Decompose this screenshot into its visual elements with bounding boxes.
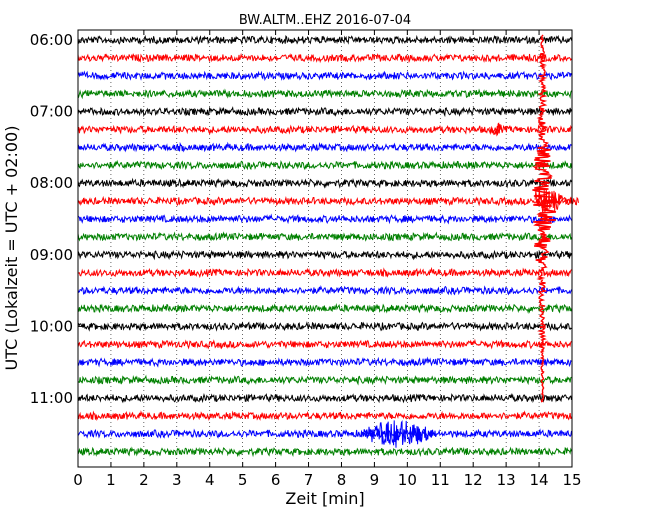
x-tick-label: 6 xyxy=(271,471,281,489)
seismogram-trace xyxy=(77,70,572,82)
x-tick-label: 8 xyxy=(337,471,347,489)
seismogram-trace xyxy=(77,356,572,368)
y-axis-ticks: 06:00 07:00 08:00 09:00 10:00 11:00 xyxy=(30,31,83,407)
y-tick-label: 08:00 xyxy=(30,174,73,192)
y-tick-label: 11:00 xyxy=(30,389,73,407)
seismogram-trace xyxy=(77,266,572,279)
x-tick-label: 14 xyxy=(530,471,549,489)
event-group xyxy=(360,34,579,448)
seismogram-trace xyxy=(77,321,572,332)
seismogram-trace xyxy=(77,302,572,315)
seismogram-trace xyxy=(77,249,572,261)
seismogram-trace xyxy=(77,106,572,118)
seismogram-trace xyxy=(77,285,572,296)
y-tick-label: 06:00 xyxy=(30,31,73,49)
seismogram-trace xyxy=(77,392,572,404)
chart-title: BW.ALTM..EHZ 2016-07-04 xyxy=(239,13,411,28)
seismogram-trace xyxy=(77,231,572,243)
grid-lines xyxy=(110,30,540,467)
y-tick-label: 09:00 xyxy=(30,246,73,264)
event-signal xyxy=(489,122,503,137)
seismogram-trace xyxy=(77,195,572,207)
plot-frame xyxy=(77,29,573,468)
earthquake-signal-trace xyxy=(534,189,579,214)
event-signal xyxy=(360,420,434,448)
seismogram-trace xyxy=(77,213,572,225)
x-tick-label: 0 xyxy=(73,471,83,489)
x-tick-label: 4 xyxy=(205,471,215,489)
seismogram-trace xyxy=(77,428,572,439)
x-tick-label: 11 xyxy=(431,471,450,489)
x-tick-label: 2 xyxy=(139,471,149,489)
seismogram-trace xyxy=(77,34,572,46)
x-tick-label: 9 xyxy=(370,471,380,489)
y-tick-label: 07:00 xyxy=(30,103,73,121)
y-axis-label: UTC (Lokalzeit = UTC + 02:00) xyxy=(2,126,21,371)
x-tick-label: 15 xyxy=(562,471,581,489)
seismogram-trace xyxy=(77,374,572,386)
x-axis-ticks: 0 1 2 3 4 5 6 7 8 9 10 11 12 13 14 15 xyxy=(73,30,582,489)
x-tick-label: 13 xyxy=(497,471,516,489)
earthquake-signal xyxy=(532,34,562,403)
seismogram-trace xyxy=(77,52,572,64)
seismogram-trace xyxy=(77,159,572,171)
x-tick-label: 5 xyxy=(238,471,248,489)
x-tick-label: 12 xyxy=(464,471,483,489)
x-tick-label: 10 xyxy=(398,471,417,489)
seismogram-trace xyxy=(77,338,572,350)
seismogram-trace xyxy=(77,410,572,422)
x-tick-label: 7 xyxy=(304,471,314,489)
trace-group xyxy=(77,34,572,458)
seismogram-trace xyxy=(77,141,572,153)
x-tick-label: 1 xyxy=(106,471,116,489)
x-axis-label: Zeit [min] xyxy=(285,489,364,508)
x-tick-label: 3 xyxy=(172,471,182,489)
seismogram-trace xyxy=(77,177,572,189)
seismogram-trace xyxy=(77,446,572,458)
y-tick-label: 10:00 xyxy=(30,317,73,335)
seismogram-trace xyxy=(77,124,572,135)
seismogram-trace xyxy=(77,88,572,100)
